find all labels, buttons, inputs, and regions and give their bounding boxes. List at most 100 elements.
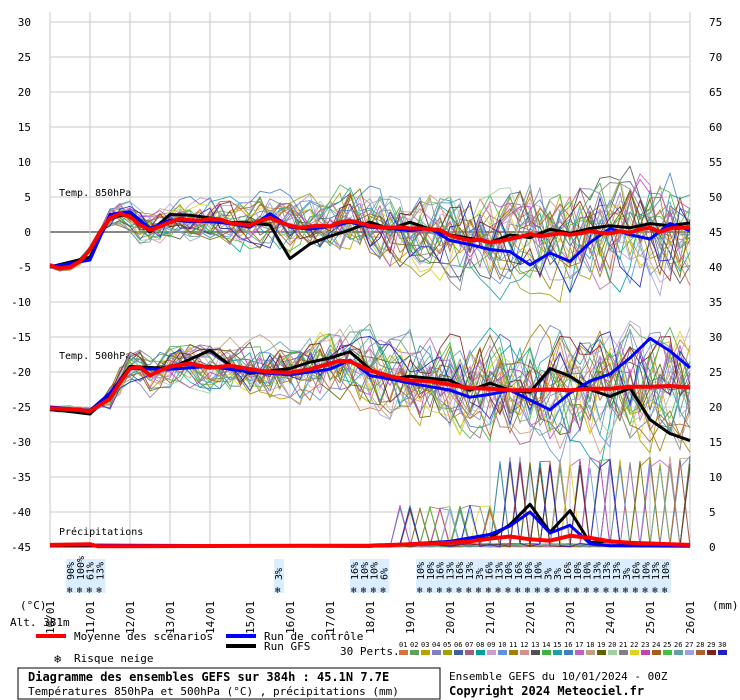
left-tick-label: 30 (18, 16, 31, 29)
snow-cell (379, 559, 390, 593)
snowflake-icon: ❄ (486, 586, 492, 596)
snow-pct-label: 16% (485, 562, 496, 580)
pert-legend-swatch (399, 650, 408, 655)
snow-pct-label: 90% (66, 562, 77, 580)
snow-pct-label: 16% (632, 562, 643, 580)
left-tick-label: -30 (11, 436, 31, 449)
left-tick-label: -40 (11, 506, 31, 519)
right-tick-label: 5 (709, 506, 716, 519)
pert-legend-label: 18 (586, 641, 594, 649)
snow-cell (359, 559, 370, 593)
legend: Moyenne des scénarios Run de contrôle Ru… (36, 630, 727, 666)
pert-legend-swatch (542, 650, 551, 655)
right-tick-label: 20 (709, 401, 722, 414)
snow-pct-label: 13% (592, 562, 603, 580)
snow-cell (612, 559, 622, 593)
snow-pct-label: 3% (553, 568, 564, 580)
left-axis-unit: (°C) (20, 599, 47, 612)
snow-pct-label: 10% (504, 562, 515, 580)
snowflake-icon: ❄ (456, 586, 462, 596)
left-tick-label: 20 (18, 86, 31, 99)
right-axis-unit: (mm) (712, 599, 739, 612)
mean-850-line (49, 211, 691, 271)
pert-legend-swatch (597, 650, 606, 655)
pert-500-line (49, 327, 691, 432)
x-tick-label: 11/01 (84, 601, 97, 634)
snow-pct-label: 13% (612, 562, 623, 580)
pert-legend-swatch (509, 650, 518, 655)
pert-850-line (49, 178, 691, 273)
snow-cell (445, 559, 456, 593)
x-tick-label: 26/01 (684, 601, 697, 634)
right-tick-label: 10 (709, 471, 722, 484)
snowflake-icon: ❄ (437, 586, 443, 596)
left-tick-label: -20 (11, 366, 31, 379)
pert-legend-label: 15 (553, 641, 561, 649)
pert-legend-swatch (619, 650, 628, 655)
pert-legend-label: 11 (509, 641, 517, 649)
copyright-label: Copyright 2024 Meteociel.fr (449, 684, 644, 698)
snow-cell (533, 559, 544, 593)
ensemble-run-label: Ensemble GEFS du 10/01/2024 - 00Z (449, 670, 668, 683)
snow-pct-label: 16% (350, 562, 361, 580)
pert-legend-label: 03 (421, 641, 429, 649)
pert-legend-swatch (476, 650, 485, 655)
snowflake-icon: ❄ (446, 586, 452, 596)
snow-pct-label: 6% (379, 568, 390, 580)
snow-pct-label: 16% (436, 562, 447, 580)
pert-legend-label: 08 (476, 641, 484, 649)
x-tick-label: 17/01 (324, 601, 337, 634)
right-tick-label: 0 (709, 541, 716, 554)
pert-legend-label: 24 (652, 641, 660, 649)
snow-cell (504, 559, 515, 593)
x-tick-label: 10/01 (44, 601, 57, 634)
x-tick-label: 21/01 (484, 601, 497, 634)
legend-mean-label: Moyenne des scénarios (74, 630, 213, 643)
snow-cell (435, 559, 446, 593)
left-tick-label: -15 (11, 331, 31, 344)
pert-legend-swatch (630, 650, 639, 655)
snow-pct-label: 13% (465, 562, 476, 580)
snow-cell (425, 559, 436, 593)
snowflake-icon: ❄ (613, 586, 619, 596)
pert-legend-swatch (652, 650, 661, 655)
pert-legend-swatch (443, 650, 452, 655)
snowflake-icon: ❄ (652, 586, 658, 596)
pert-legend-swatch (707, 650, 716, 655)
snow-pct-label: 10% (641, 562, 652, 580)
pert-legend-swatch (553, 650, 562, 655)
footer-box (17, 667, 441, 700)
snowflake-icon: ❄ (554, 586, 560, 596)
x-tick-label: 24/01 (604, 601, 617, 634)
pert-legend-swatch (421, 650, 430, 655)
snow-pct-label: 10% (573, 562, 584, 580)
legend-control-label: Run de contrôle (264, 630, 363, 643)
snow-cell (582, 559, 593, 593)
snow-cell (494, 559, 505, 593)
pert-legend-label: 14 (542, 641, 550, 649)
snow-cell (661, 559, 671, 593)
mean-500-line (49, 358, 691, 414)
snow-cell (641, 559, 652, 593)
snowflake-icon: ❄ (495, 586, 501, 596)
snowflake-icon: ❄ (476, 586, 482, 596)
pert-legend-swatch (432, 650, 441, 655)
snowflake-icon: ❄ (77, 586, 83, 596)
snow-pct-label: 10% (416, 562, 427, 580)
snow-risk-band: 90%❄100%❄61%❄13%❄3%❄16%❄10%❄10%❄6%❄10%❄1… (66, 556, 672, 596)
panel-label-500: Temp. 500hPa (59, 351, 131, 362)
pert-legend-swatch (564, 650, 573, 655)
pert-legend-label: 17 (575, 641, 583, 649)
pert-legend-swatch (586, 650, 595, 655)
snow-cell (651, 559, 662, 593)
snowflake-icon: ❄ (662, 586, 668, 596)
pert-legend-label: 01 (399, 641, 407, 649)
snow-pct-label: 100% (76, 556, 87, 580)
snowflake-icon: ❄ (87, 586, 93, 596)
pert-legend-swatch (498, 650, 507, 655)
snowflake-icon: ❄ (564, 586, 570, 596)
snow-pct-label: 16% (455, 562, 466, 580)
snow-pct-label: 13% (445, 562, 456, 580)
snow-pct-label: 3% (274, 568, 285, 580)
right-tick-label: 75 (709, 16, 722, 29)
